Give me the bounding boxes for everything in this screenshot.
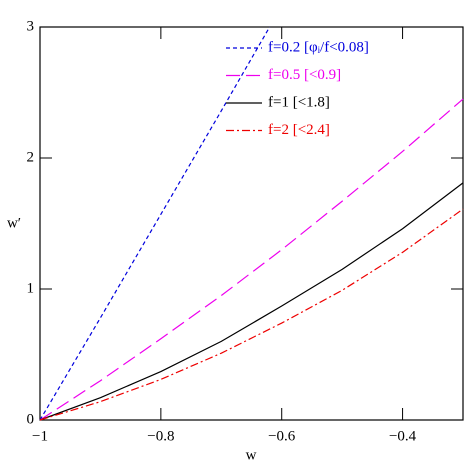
x-tick-label: −0.4 — [389, 428, 417, 444]
series-line — [39, 98, 464, 421]
x-tick-label: −1 — [32, 428, 48, 444]
x-axis-label: w — [246, 447, 257, 463]
legend-label: f=0.5 [<0.9] — [268, 67, 341, 83]
series-line — [39, 182, 464, 421]
legend-label: f=1 [<1.8] — [268, 94, 330, 110]
series-line — [39, 208, 464, 421]
y-tick-label: 2 — [27, 149, 35, 165]
y-tick-label: 1 — [27, 280, 35, 296]
y-axis-label: w′ — [7, 215, 21, 231]
x-tick-label: −0.8 — [147, 428, 174, 444]
y-tick-label: 3 — [27, 18, 35, 34]
legend-label: f=2 [<2.4] — [268, 122, 330, 138]
plot-frame — [39, 26, 464, 421]
series-line — [39, 26, 271, 421]
x-tick-label: −0.6 — [268, 428, 296, 444]
legend-label: f=0.2 [φᵢ/f<0.08] — [268, 39, 369, 55]
y-tick-label: 0 — [27, 411, 35, 427]
